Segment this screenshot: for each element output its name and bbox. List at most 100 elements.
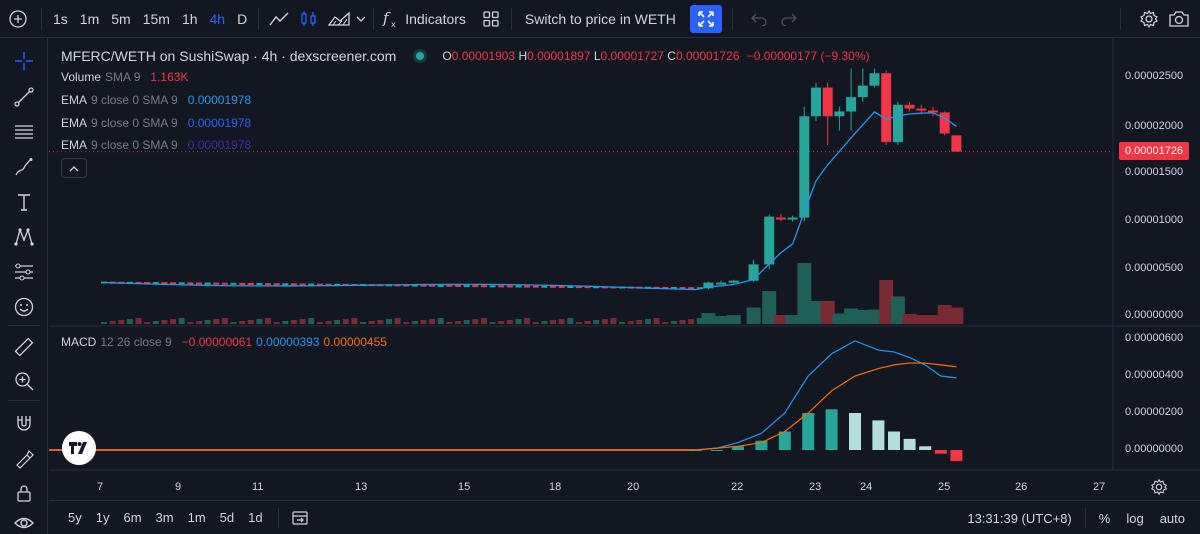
plus-icon[interactable] — [0, 5, 36, 33]
volume-legend[interactable]: Volume SMA 9 1.163K — [61, 70, 188, 84]
clock[interactable]: 13:31:39 (UTC+8) — [967, 510, 1072, 526]
interval-4h[interactable]: 4h — [209, 10, 226, 27]
candle-body — [429, 284, 436, 287]
range-1y[interactable]: 1y — [95, 510, 110, 525]
ruler-icon[interactable] — [9, 332, 39, 362]
close-value: 0.00001726 — [675, 49, 740, 63]
fullscreen-icon[interactable] — [689, 4, 722, 33]
percent-toggle[interactable]: % — [1098, 510, 1111, 526]
volume-bar — [636, 320, 643, 324]
lock-icon[interactable] — [9, 478, 39, 508]
candle-body — [549, 285, 556, 288]
ema-legend-1[interactable]: EMA 9 close 0 SMA 9 0.00001978 — [61, 93, 251, 107]
toolbar-divider — [41, 7, 42, 30]
horizontal-lines-icon[interactable] — [9, 117, 39, 147]
ema-params: 9 close 0 SMA 9 — [91, 93, 178, 107]
volume-bar — [195, 321, 202, 324]
range-1m[interactable]: 1m — [187, 510, 206, 525]
volume-bar — [472, 319, 479, 324]
zoom-in-icon[interactable] — [9, 366, 39, 396]
log-toggle[interactable]: log — [1126, 510, 1144, 526]
volume-bar — [463, 320, 470, 324]
time-axis-label: 7 — [97, 481, 104, 493]
trend-line-icon[interactable] — [9, 82, 39, 112]
camera-icon[interactable] — [1164, 5, 1194, 33]
ema-legend-3[interactable]: EMA 9 close 0 SMA 9 0.00001978 — [61, 138, 251, 152]
interval-1s[interactable]: 1s — [53, 10, 68, 27]
candle-body — [939, 112, 950, 134]
volume-bar — [797, 263, 812, 324]
layouts-icon[interactable] — [476, 5, 506, 33]
candle-body — [282, 283, 289, 286]
volume-bar — [532, 322, 539, 324]
volume-bar — [506, 320, 513, 324]
indicators-button[interactable]: Indicators — [405, 10, 466, 27]
volume-bar — [879, 280, 894, 324]
magnet-icon[interactable] — [9, 408, 39, 438]
undo-icon[interactable] — [744, 5, 774, 33]
candle-body — [846, 97, 857, 112]
interval-15m[interactable]: 15m — [142, 10, 170, 27]
candle-body — [463, 285, 470, 288]
volume-bar — [265, 318, 272, 324]
line-chart-icon[interactable] — [264, 5, 294, 33]
forecast-icon[interactable] — [9, 257, 39, 287]
volume-bar — [809, 301, 823, 324]
chevron-down-icon[interactable] — [354, 5, 368, 33]
redo-icon[interactable] — [774, 5, 804, 33]
goto-date-icon[interactable] — [287, 506, 313, 530]
volume-bar — [455, 321, 462, 324]
volume-bar — [126, 319, 133, 324]
ema-label: EMA — [61, 138, 88, 152]
macd-legend[interactable]: MACD 12 26 close 9 −0.00000061 0.0000039… — [61, 335, 387, 349]
interval-d[interactable]: D — [237, 10, 248, 27]
volume-bar — [360, 322, 367, 324]
svg-text:f: f — [382, 9, 391, 27]
eye-icon[interactable] — [9, 508, 39, 534]
interval-1h[interactable]: 1h — [181, 10, 198, 27]
volume-bar — [937, 305, 952, 324]
chart-settings-icon[interactable] — [1150, 478, 1170, 498]
emoji-icon[interactable] — [9, 292, 39, 322]
text-tool-icon[interactable] — [9, 187, 39, 217]
volume-bar — [385, 319, 392, 324]
range-3m[interactable]: 3m — [155, 510, 174, 525]
symbol-title[interactable]: MFERC/WETH on SushiSwap · 4h · dexscreen… — [61, 48, 397, 64]
range-5y[interactable]: 5y — [68, 510, 82, 525]
high-value: 0.00001897 — [527, 49, 591, 63]
candle-body — [728, 280, 739, 283]
interval-1m[interactable]: 1m — [79, 10, 100, 27]
tradingview-logo[interactable] — [62, 431, 96, 465]
brush-icon[interactable] — [9, 152, 39, 182]
candle-body — [881, 73, 892, 143]
settings-icon[interactable] — [1134, 5, 1164, 33]
candle-chart-icon[interactable] — [294, 5, 324, 33]
open-label: O — [442, 49, 452, 63]
candle-body — [524, 285, 531, 288]
volume-bar — [101, 322, 107, 324]
chart-canvas[interactable] — [49, 38, 1200, 500]
volume-bar — [290, 320, 297, 324]
toolbar-divider — [8, 325, 40, 326]
volume-bar — [914, 315, 929, 324]
range-5d[interactable]: 5d — [219, 510, 235, 525]
chart-area[interactable]: MFERC/WETH on SushiSwap · 4h · dexscreen… — [49, 38, 1200, 500]
range-6m[interactable]: 6m — [123, 510, 142, 525]
pattern-icon[interactable] — [9, 222, 39, 252]
ema-legend-2[interactable]: EMA 9 close 0 SMA 9 0.00001978 — [61, 116, 251, 130]
macd-histogram-bar — [888, 431, 900, 450]
svg-text:x: x — [391, 20, 396, 29]
volume-bar — [549, 320, 556, 324]
crosshair-icon[interactable] — [9, 46, 39, 76]
volume-bar — [714, 316, 729, 324]
switch-price-button[interactable]: Switch to price in WETH — [524, 10, 676, 27]
interval-5m[interactable]: 5m — [111, 10, 131, 27]
volume-bar — [308, 318, 315, 324]
collapse-legend-button[interactable] — [61, 158, 87, 178]
auto-toggle[interactable]: auto — [1159, 510, 1185, 526]
area-chart-icon[interactable] — [324, 5, 354, 33]
range-1d[interactable]: 1d — [248, 510, 263, 525]
lock-drawing-icon[interactable] — [9, 443, 39, 473]
